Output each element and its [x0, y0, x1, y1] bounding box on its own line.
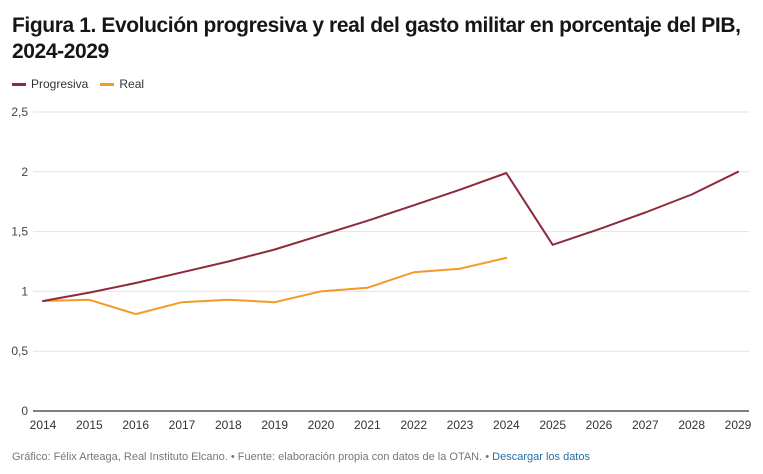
y-tick-label: 2,5 [11, 105, 28, 119]
legend-item-progresiva: Progresiva [12, 77, 88, 91]
series-line-real [42, 256, 508, 316]
legend-item-real: Real [100, 77, 144, 91]
series-lines [42, 170, 739, 316]
legend-label-real: Real [119, 77, 145, 91]
x-tick-label: 2023 [447, 418, 474, 432]
legend-label-progresiva: Progresiva [31, 77, 89, 91]
x-tick-label: 2016 [122, 418, 149, 432]
x-tick-label: 2028 [678, 418, 705, 432]
x-axis-ticks: 2014 2015 2016 2017 2018 2019 2020 2021 2022 2023… [30, 418, 752, 432]
y-tick-label: 0 [21, 404, 28, 418]
legend-swatch-real [100, 82, 115, 86]
legend: Progresiva Real [12, 77, 156, 91]
x-tick-label: 2017 [169, 418, 196, 432]
y-tick-label: 1,5 [11, 225, 28, 239]
x-tick-label: 2027 [632, 418, 659, 432]
x-tick-label: 2020 [308, 418, 335, 432]
y-axis-ticks: 0 0,5 1 1,5 2 2,5 [11, 105, 28, 418]
line-chart: 0 0,5 1 1,5 2 2,5 2014 2015 2016 2017 2018 2019 202… [11, 105, 752, 432]
chart-footer: Gráfico: Félix Arteaga, Real Instituto E… [12, 451, 590, 463]
y-tick-label: 0,5 [11, 344, 28, 358]
x-tick-label: 2024 [493, 418, 520, 432]
separator: • [482, 451, 493, 463]
x-tick-label: 2025 [539, 418, 566, 432]
download-data-link[interactable]: Descargar los datos [492, 451, 590, 463]
x-tick-label: 2021 [354, 418, 381, 432]
separator: • [227, 451, 238, 463]
y-tick-label: 2 [21, 165, 28, 179]
x-tick-label: 2015 [76, 418, 103, 432]
x-tick-label: 2026 [586, 418, 613, 432]
gridlines [33, 111, 749, 412]
x-tick-label: 2019 [261, 418, 288, 432]
x-tick-label: 2018 [215, 418, 242, 432]
y-tick-label: 1 [21, 284, 28, 298]
series-line-progresiva [42, 170, 739, 302]
credit-text: Gráfico: Félix Arteaga, Real Instituto E… [12, 451, 228, 463]
legend-swatch-progresiva [12, 82, 26, 86]
chart-title: Figura 1. Evolución progresiva y real de… [12, 14, 741, 63]
x-tick-label: 2022 [400, 418, 427, 432]
source-text: Fuente: elaboración propia con datos de … [237, 451, 483, 463]
x-tick-label: 2014 [30, 418, 57, 432]
x-tick-label: 2029 [725, 418, 752, 432]
